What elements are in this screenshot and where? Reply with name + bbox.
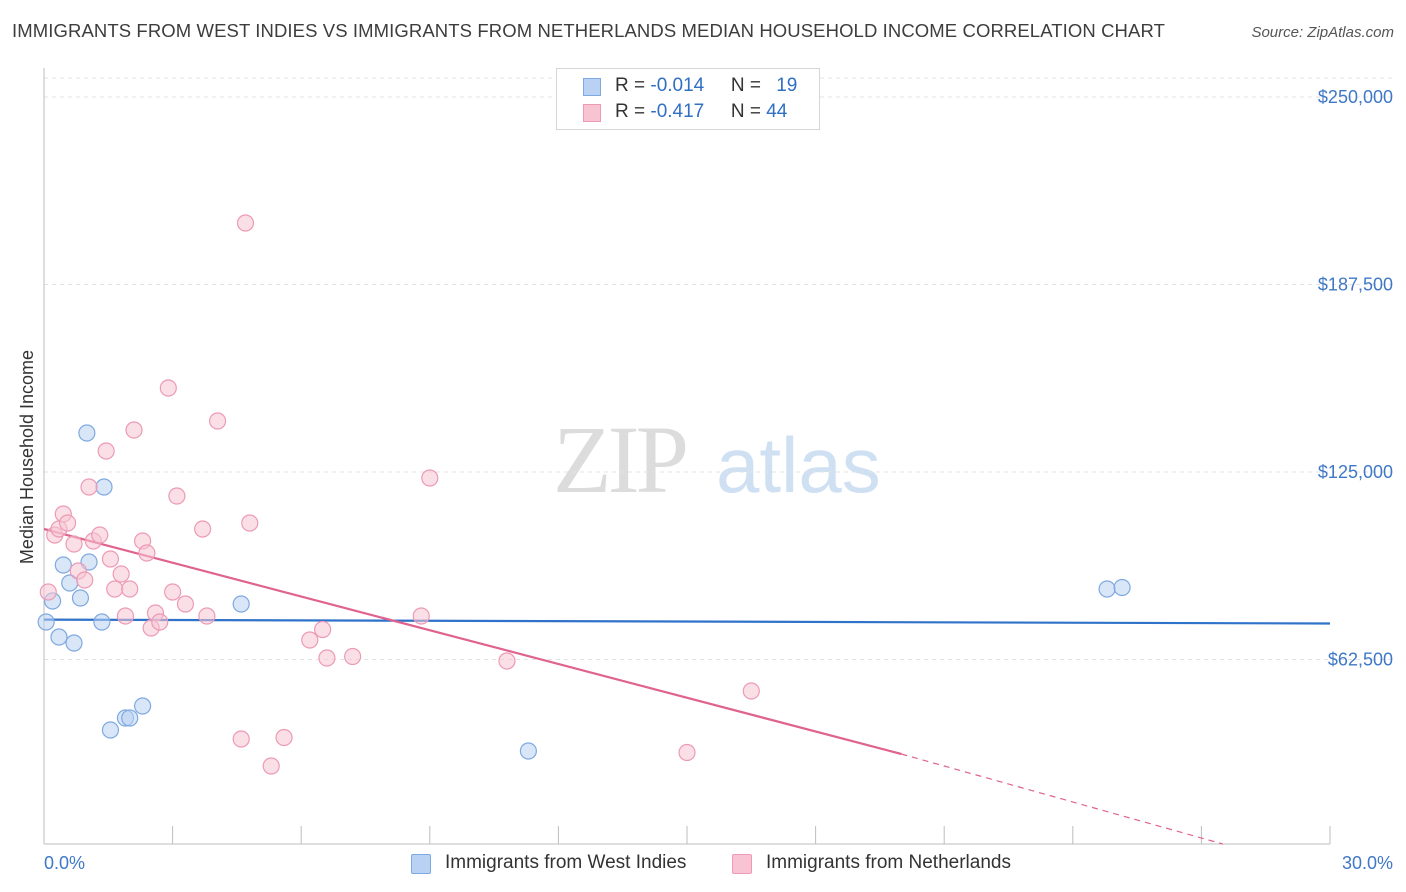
netherlands-trend-line <box>43 527 902 756</box>
trend-lines <box>43 527 1331 845</box>
netherlands-point <box>125 421 143 439</box>
series-swatch-blue <box>411 854 431 874</box>
west-indies-point <box>101 721 120 739</box>
west-indies-point <box>95 478 113 496</box>
netherlands-point <box>101 550 120 568</box>
west-indies-point <box>133 697 152 715</box>
netherlands-point <box>742 682 760 700</box>
netherlands-trend-extension <box>901 753 1223 845</box>
west-indies-point <box>54 556 72 574</box>
x-tick-labels: 0.0% 30.0% <box>44 853 1393 873</box>
series-swatch-pink <box>732 854 752 874</box>
netherlands-point <box>91 526 109 544</box>
legend-swatch-pink <box>583 104 601 122</box>
watermark: ZIP atlas <box>553 406 881 513</box>
west-indies-trend-line <box>43 618 1331 625</box>
west-indies-point <box>121 709 139 727</box>
netherlands-point <box>232 730 250 748</box>
west-indies-point <box>37 613 55 631</box>
netherlands-point <box>164 583 182 601</box>
netherlands-point <box>65 535 83 553</box>
netherlands-point <box>80 478 98 496</box>
west-indies-point <box>93 613 111 631</box>
netherlands-point <box>97 442 115 460</box>
netherlands-point <box>112 565 130 583</box>
data-points <box>37 214 1131 775</box>
legend-r-value: -0.014 <box>650 75 705 96</box>
correlation-legend: R = -0.014 N = 19 R = -0.417 N = 44 <box>556 68 820 130</box>
legend-r-label: R = <box>615 75 651 96</box>
x-tick-label: 30.0% <box>1342 853 1393 873</box>
grid-lines <box>44 77 1394 660</box>
y-axis-label: Median Household Income <box>17 350 37 564</box>
netherlands-point <box>121 580 139 598</box>
netherlands-point <box>176 595 195 613</box>
y-tick-label: $125,000 <box>1318 462 1393 482</box>
legend-r-label: R = <box>615 101 651 122</box>
legend-n-value: 44 <box>766 101 788 122</box>
legend-swatch-blue <box>583 78 601 96</box>
axes <box>43 68 1331 845</box>
west-indies-point <box>519 742 537 760</box>
netherlands-point <box>151 613 169 631</box>
netherlands-point <box>498 652 516 670</box>
west-indies-point <box>50 628 68 646</box>
netherlands-point <box>39 583 57 601</box>
netherlands-point <box>194 520 212 538</box>
legend-r-value: -0.417 <box>650 101 705 122</box>
watermark-zip: ZIP <box>553 406 686 513</box>
chart-title: IMMIGRANTS FROM WEST INDIES VS IMMIGRANT… <box>12 20 1165 41</box>
series-label: Immigrants from Netherlands <box>766 852 1011 873</box>
netherlands-point <box>76 571 94 589</box>
y-tick-label: $187,500 <box>1318 275 1393 295</box>
west-indies-point <box>1113 578 1131 597</box>
netherlands-point <box>168 487 186 505</box>
netherlands-point <box>198 607 216 625</box>
west-indies-point <box>71 589 90 607</box>
netherlands-point <box>209 412 227 430</box>
y-tick-labels: $62,500 $125,000 $187,500 $250,000 <box>1318 87 1393 670</box>
source-label: Source: ZipAtlas.com <box>1251 24 1394 41</box>
netherlands-point <box>262 757 280 775</box>
netherlands-point <box>275 728 293 747</box>
netherlands-point <box>421 469 439 487</box>
legend-n-label: N = <box>730 75 767 96</box>
netherlands-point <box>138 544 156 562</box>
netherlands-point <box>116 607 135 625</box>
west-indies-point <box>232 595 250 613</box>
netherlands-point <box>159 379 177 397</box>
legend-n-label: N = <box>730 101 767 122</box>
legend-n-value: 19 <box>776 75 798 96</box>
netherlands-point <box>106 580 124 598</box>
netherlands-point <box>318 649 336 667</box>
y-tick-label: $250,000 <box>1318 87 1393 107</box>
netherlands-point <box>236 214 255 232</box>
series-label: Immigrants from West Indies <box>445 852 687 873</box>
netherlands-point <box>678 743 696 762</box>
netherlands-point <box>314 620 332 639</box>
west-indies-point <box>78 424 96 442</box>
netherlands-point <box>241 514 259 532</box>
west-indies-point <box>65 634 83 652</box>
netherlands-point <box>344 647 362 666</box>
y-tick-label: $62,500 <box>1328 650 1393 670</box>
netherlands-point <box>58 514 77 532</box>
west-indies-point <box>1098 580 1116 598</box>
netherlands-point <box>301 631 319 649</box>
netherlands-point <box>412 607 430 625</box>
watermark-atlas: atlas <box>716 421 881 509</box>
x-tick-label: 0.0% <box>44 853 85 873</box>
